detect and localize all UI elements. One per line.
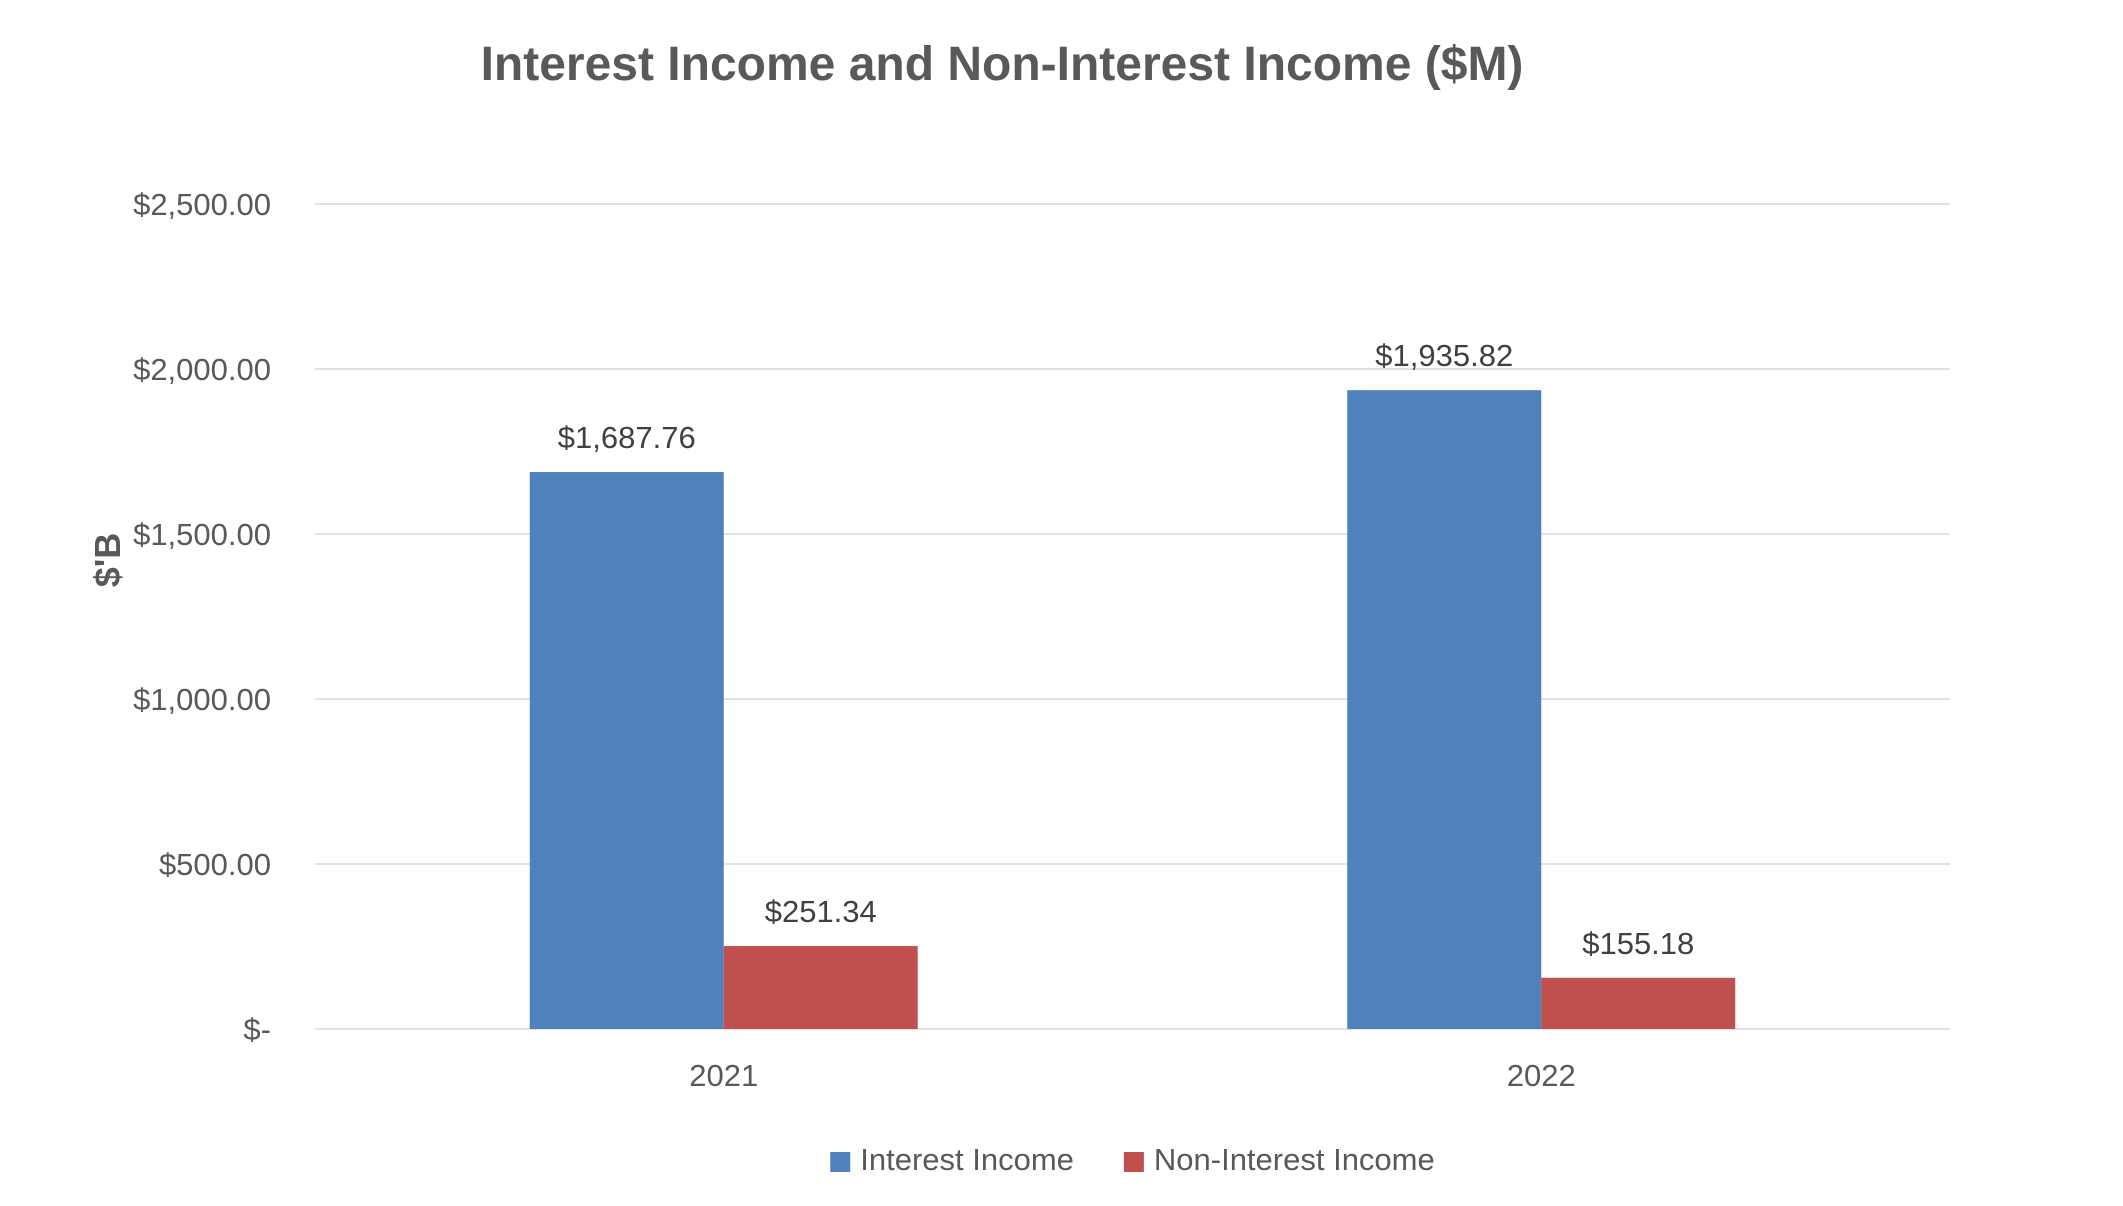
legend-item: Non-Interest Income — [1123, 1142, 1435, 1177]
data-label: $155.18 — [1582, 926, 1694, 961]
bar-interest-income-2022 — [1347, 390, 1542, 1029]
legend: Interest Income Non-Interest Income — [830, 1142, 1435, 1177]
y-tick-label: $2,500.00 — [133, 187, 271, 222]
y-axis-tick-labels: $- $500.00 $1,000.00 $1,500.00 $2,000.00 $2,5… — [133, 187, 271, 1047]
data-label: $1,935.82 — [1375, 338, 1513, 373]
data-label: $251.34 — [765, 894, 877, 929]
bar-non-interest-income-2022 — [1541, 977, 1736, 1029]
legend-swatch — [830, 1152, 851, 1172]
x-tick-label: 2021 — [689, 1058, 758, 1093]
chart-title: Interest Income and Non-Interest Income … — [481, 38, 1524, 91]
bars — [529, 390, 1736, 1030]
y-tick-label: $1,500.00 — [133, 517, 271, 552]
x-tick-label: 2022 — [1507, 1058, 1576, 1093]
y-tick-label: $2,000.00 — [133, 352, 271, 387]
legend-swatch — [1123, 1152, 1144, 1172]
data-labels: $1,687.76 $251.34 $1,935.82 $155.18 — [558, 338, 1694, 961]
data-label: $1,687.76 — [558, 420, 696, 455]
y-axis-label: $'B — [87, 533, 128, 588]
y-tick-label: $- — [243, 1012, 271, 1047]
legend-label: Non-Interest Income — [1154, 1142, 1435, 1177]
y-tick-label: $1,000.00 — [133, 682, 271, 717]
bar-non-interest-income-2021 — [723, 946, 918, 1029]
legend-label: Interest Income — [860, 1142, 1074, 1177]
x-axis-tick-labels: 2021 2022 — [689, 1058, 1575, 1093]
bar-interest-income-2021 — [529, 472, 724, 1030]
y-tick-label: $500.00 — [159, 847, 271, 882]
legend-item: Interest Income — [830, 1142, 1074, 1177]
